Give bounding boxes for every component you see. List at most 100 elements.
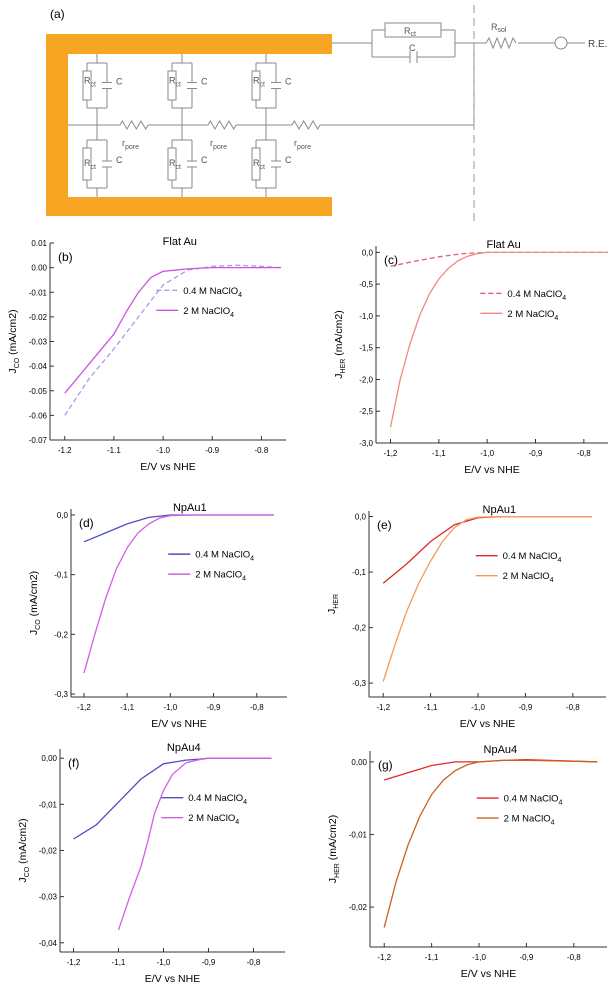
series-line-2 <box>117 757 272 931</box>
rct-resistor <box>251 147 261 181</box>
rpore-resistor-2 <box>207 120 237 130</box>
c-node-label: C <box>116 77 123 87</box>
legend-label-sub: 4 <box>250 556 254 563</box>
x-tick-label: -0,8 <box>250 703 264 712</box>
electrode-frame <box>46 34 332 216</box>
y-tick-label: -0,1 <box>54 571 68 580</box>
legend-label-1: 0.4 M NaClO4 <box>195 550 254 563</box>
legend-label-main: 2 M NaClO <box>503 571 550 582</box>
panel-label: (e) <box>377 518 392 532</box>
x-tick-label: -1,0 <box>472 953 486 962</box>
ladder-node-1: Rct C Rct C <box>82 54 123 197</box>
rct-sub: ct <box>411 31 417 38</box>
y-tick-label: -0,5 <box>359 280 373 289</box>
legend-label-sub: 4 <box>559 800 563 807</box>
y-tick-label: -3,0 <box>359 439 373 448</box>
x-tick-label: -1,2 <box>384 449 398 458</box>
rpore-label-3-main: r <box>294 138 297 148</box>
charts: 0.01 0.00 -0.01 -0.02 -0.03 -0.04 -0.05 -0.06 -0… <box>7 236 608 985</box>
legend-label-main: 2 M NaClO <box>195 570 242 581</box>
circuit-diagram: (a) <box>46 5 607 222</box>
legend-label-2: 2 M NaClO4 <box>188 813 239 826</box>
y-axis-label-main: J <box>333 373 345 378</box>
panel-label: (b) <box>58 250 73 264</box>
x-tick-label: -0,8 <box>247 958 261 967</box>
rct-node-label-main: R <box>169 76 176 86</box>
rct-node-label: Rct <box>253 158 265 171</box>
y-tick-label: -0,02 <box>39 847 58 856</box>
x-tick-label: -1,1 <box>424 703 438 712</box>
x-tick-label: -0,8 <box>567 953 581 962</box>
legend-label-main: 2 M NaClO <box>183 306 230 317</box>
y-tick-label: -0,2 <box>352 624 366 633</box>
x-tick-label: -1,0 <box>163 703 177 712</box>
x-tick-label: -1.1 <box>107 446 121 455</box>
rsol-sub: sol <box>498 27 507 34</box>
rpore-label-3-sub: pore <box>297 144 311 151</box>
x-tick-label: -0,8 <box>577 449 591 458</box>
re-label: R.E. <box>588 39 607 50</box>
legend-label-sub: 4 <box>558 557 562 564</box>
legend-label-main: 0.4 M NaClO <box>504 794 559 805</box>
x-tick-label: -1,2 <box>77 703 91 712</box>
y-axis-label: JHER (mA/cm2) <box>333 310 347 378</box>
y-tick-label: -0.05 <box>29 387 48 396</box>
chart-b: 0.01 0.00 -0.01 -0.02 -0.03 -0.04 -0.05 -0.06 -0… <box>7 236 286 473</box>
series-line-1 <box>390 251 608 267</box>
ladder-node-2: Rct C Rct C <box>167 54 208 197</box>
legend-label-sub: 4 <box>554 315 558 322</box>
series-line-2 <box>64 266 282 394</box>
rct-resistor <box>82 147 92 181</box>
legend-label-2: 2 M NaClO4 <box>507 309 558 322</box>
rct-resistor <box>82 70 92 101</box>
y-tick-label: -0,01 <box>39 800 58 809</box>
rct-node-label: Rct <box>84 76 96 89</box>
rct-node-label: Rct <box>253 76 265 89</box>
panel-a-label: (a) <box>50 7 65 21</box>
x-tick-label: -0,9 <box>519 703 533 712</box>
rpore-label-3: rpore <box>294 138 311 151</box>
series-line-1 <box>83 514 274 543</box>
chart-f: 0,00 -0,01 -0,02 -0,03 -0,04 -1,2 -1,1 -1,0 -0,9… <box>17 742 285 985</box>
legend-label-1: 0.4 M NaClO4 <box>183 286 242 299</box>
legend-label-1: 0.4 M NaClO4 <box>188 793 247 806</box>
y-axis-label-unit: (mA/cm2) <box>28 571 40 619</box>
rpore-label-2: rpore <box>210 138 227 151</box>
y-tick-label: -0,2 <box>54 630 68 639</box>
y-axis-label-sub: CO <box>24 866 31 877</box>
x-axis-label: E/V vs NHE <box>464 464 519 476</box>
rct-resistor <box>251 70 261 101</box>
x-tick-label: -0,9 <box>202 958 216 967</box>
legend-label-2: 2 M NaClO4 <box>195 570 246 583</box>
legend-label-sub: 4 <box>238 292 242 299</box>
panel-label: (d) <box>79 516 94 530</box>
y-tick-label: -0.06 <box>29 411 48 420</box>
rpore-label-2-sub: pore <box>213 144 227 151</box>
y-axis-label: JCO (mA/cm2) <box>28 571 42 635</box>
legend-label-2: 2 M NaClO4 <box>503 571 554 584</box>
y-axis-label-main: J <box>7 368 19 373</box>
series-line-1 <box>64 264 282 416</box>
series-line-1 <box>382 515 592 584</box>
panel-label: (c) <box>384 253 398 267</box>
c-node-label: C <box>285 155 292 165</box>
y-tick-label: -0.03 <box>29 338 48 347</box>
y-axis-label: JCO (mA/cm2) <box>7 309 21 373</box>
x-axis-label: E/V vs NHE <box>145 973 200 985</box>
rct-node-label: Rct <box>169 76 181 89</box>
y-axis-label-unit: (mA/cm2) <box>7 309 19 357</box>
chart-g: 0,00 -0,01 -0,02 -1,2 -1,1 -1,0 -0,9 -0,8 E/V vs… <box>327 744 607 980</box>
y-axis-label-unit: (mA/cm2) <box>333 310 345 358</box>
y-axis-label-main: J <box>326 609 338 614</box>
y-axis-label: JHER <box>326 594 340 614</box>
legend-label-main: 0.4 M NaClO <box>183 286 238 297</box>
chart-c: 0,0 -0,5 -1,0 -1,5 -2,0 -2,5 -3,0 -1,2 -1,1 -1,0 -… <box>333 239 608 476</box>
rpore-resistor-3 <box>291 120 321 130</box>
rct-node-label-main: R <box>169 158 176 168</box>
rct-node-label-sub: ct <box>176 164 182 171</box>
x-tick-label: -0.8 <box>255 446 269 455</box>
rct-node-label-sub: ct <box>91 82 97 89</box>
legend-label-1: 0.4 M NaClO4 <box>507 289 566 302</box>
c-node-label: C <box>285 77 292 87</box>
